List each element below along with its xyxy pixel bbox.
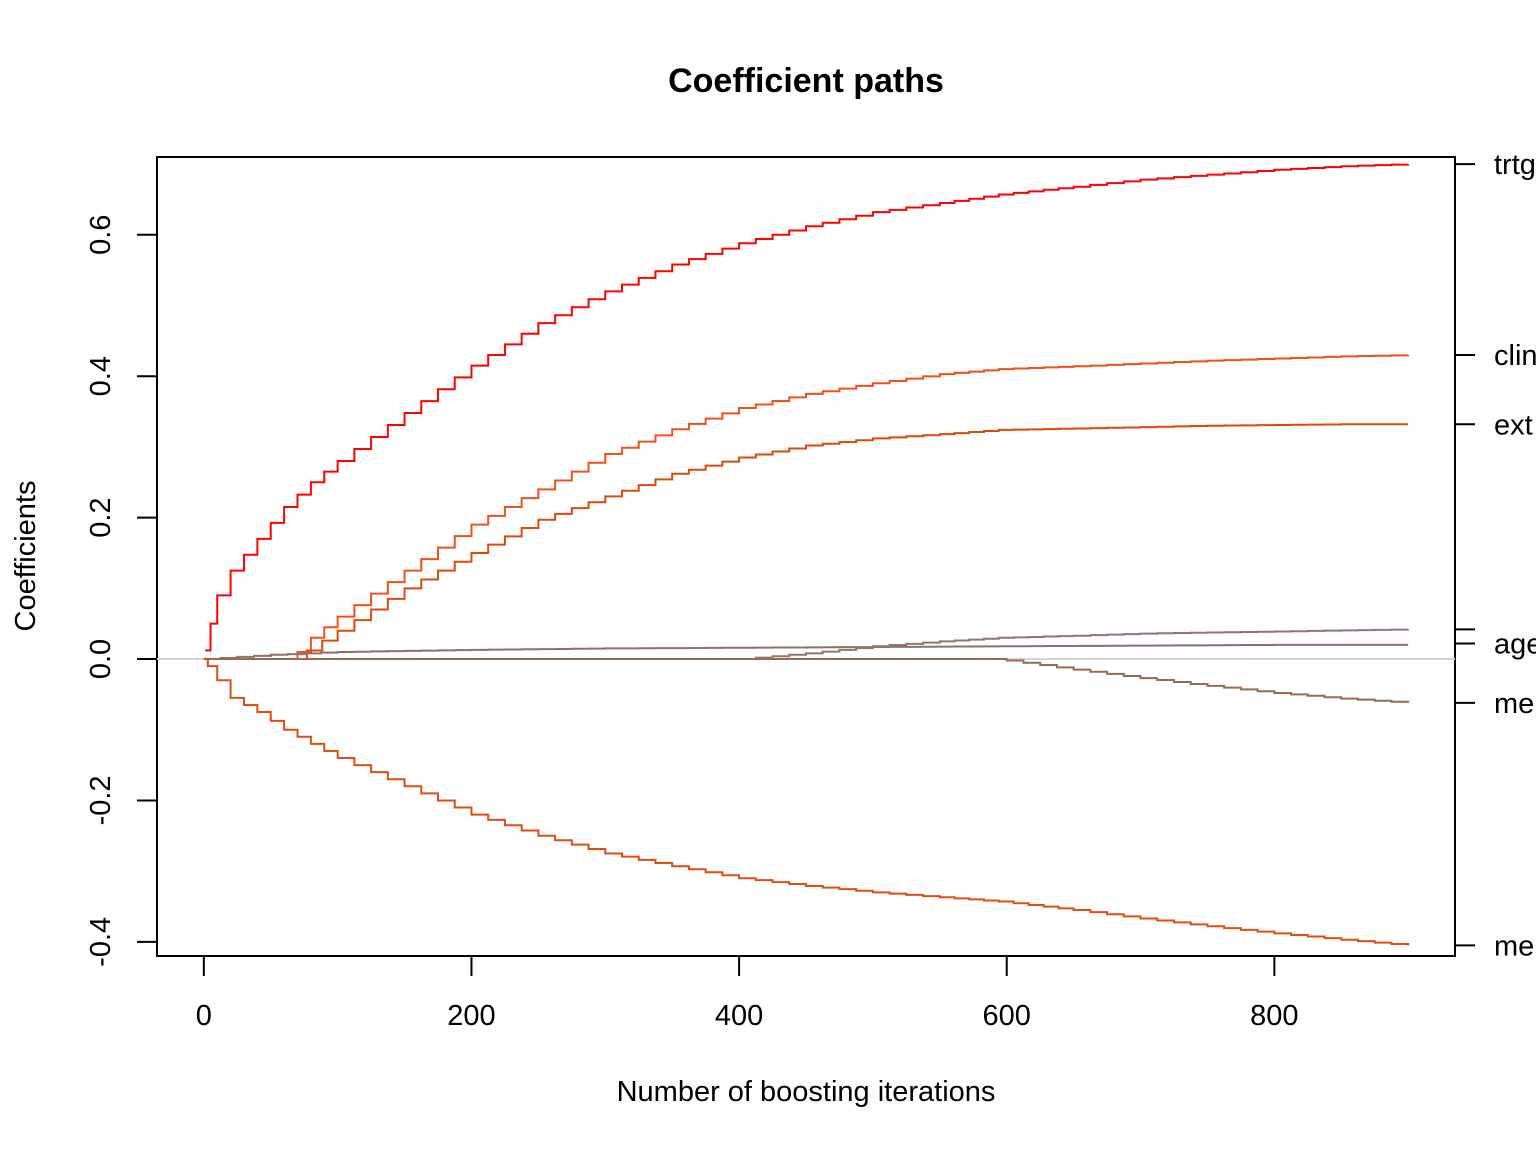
y-axis: -0.4 -0.2 0.0 0.2 0.4 0.6	[85, 215, 157, 967]
y-tick-label: -0.4	[85, 917, 117, 967]
x-tick-label: 800	[1250, 1000, 1298, 1032]
x-axis: 0 200 400 600 800	[196, 956, 1299, 1032]
right-axis: trtg clin ext age me me	[1455, 149, 1536, 962]
series-line-me	[203, 658, 1410, 946]
series-line-ext	[203, 423, 1409, 661]
y-tick-label: 0.6	[85, 215, 117, 255]
y-tick-label: 0.2	[85, 497, 117, 537]
series-end-label: ext	[1494, 409, 1533, 441]
x-axis-label: Number of boosting iterations	[617, 1076, 996, 1108]
series-end-label: age	[1494, 628, 1536, 660]
x-tick-label: 600	[983, 1000, 1031, 1032]
series-end-label: me	[1494, 688, 1534, 720]
series-end-label: me	[1494, 930, 1534, 962]
x-tick-label: 200	[447, 1000, 495, 1032]
series-line-trtg	[205, 163, 1410, 652]
series-line-clin	[203, 354, 1410, 661]
x-tick-label: 0	[196, 1000, 212, 1032]
plot-frame	[156, 156, 1456, 957]
series-line-age	[203, 643, 1409, 661]
y-tick-label: 0.0	[85, 639, 117, 679]
y-tick-label: -0.2	[85, 775, 117, 825]
x-tick-label: 400	[715, 1000, 763, 1032]
y-axis-label: Coefficients	[10, 481, 42, 632]
series-end-label: clin	[1494, 340, 1536, 372]
series-end-label: trtg	[1494, 149, 1536, 181]
y-tick-label: 0.4	[85, 356, 117, 396]
series-line-me	[203, 658, 1410, 703]
series-group	[203, 163, 1410, 946]
chart-title: Coefficient paths	[668, 62, 944, 100]
